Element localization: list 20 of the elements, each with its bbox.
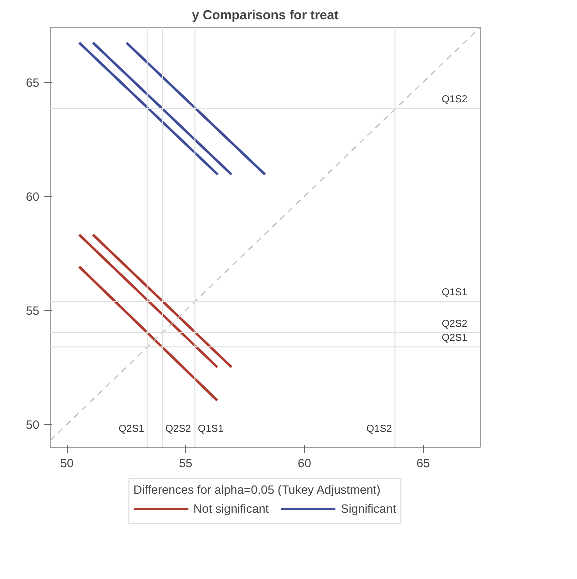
y-tick-label: 60 — [26, 190, 40, 204]
legend-label: Not significant — [194, 502, 269, 516]
chart-title: y Comparisons for treat — [192, 8, 340, 22]
x-tick-label: 50 — [60, 456, 74, 470]
x-tick-label: 60 — [298, 456, 312, 470]
legend-title: Differences for alpha=0.05 (Tukey Adjustment) — [134, 483, 382, 497]
legend-label: Significant — [341, 502, 396, 516]
y-tick-label: 55 — [26, 304, 40, 318]
ref-line-label: Q1S2 — [366, 424, 393, 435]
y-tick-label: 50 — [26, 418, 40, 432]
ref-line-label: Q1S1 — [198, 424, 224, 435]
ref-line-label: Q1S2 — [442, 94, 468, 106]
ref-line-label: Q2S1 — [442, 333, 468, 344]
ref-line-label: Q1S1 — [442, 288, 468, 299]
ref-line-label: Q2S1 — [118, 424, 145, 435]
ref-line-label: Q2S2 — [166, 424, 192, 435]
y-tick-label: 65 — [26, 76, 40, 90]
x-tick-label: 65 — [416, 456, 430, 470]
ref-line-label: Q2S2 — [442, 318, 468, 330]
x-tick-label: 55 — [179, 456, 193, 470]
